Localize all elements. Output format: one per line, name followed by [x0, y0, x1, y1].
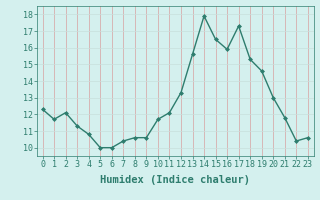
X-axis label: Humidex (Indice chaleur): Humidex (Indice chaleur): [100, 175, 250, 185]
